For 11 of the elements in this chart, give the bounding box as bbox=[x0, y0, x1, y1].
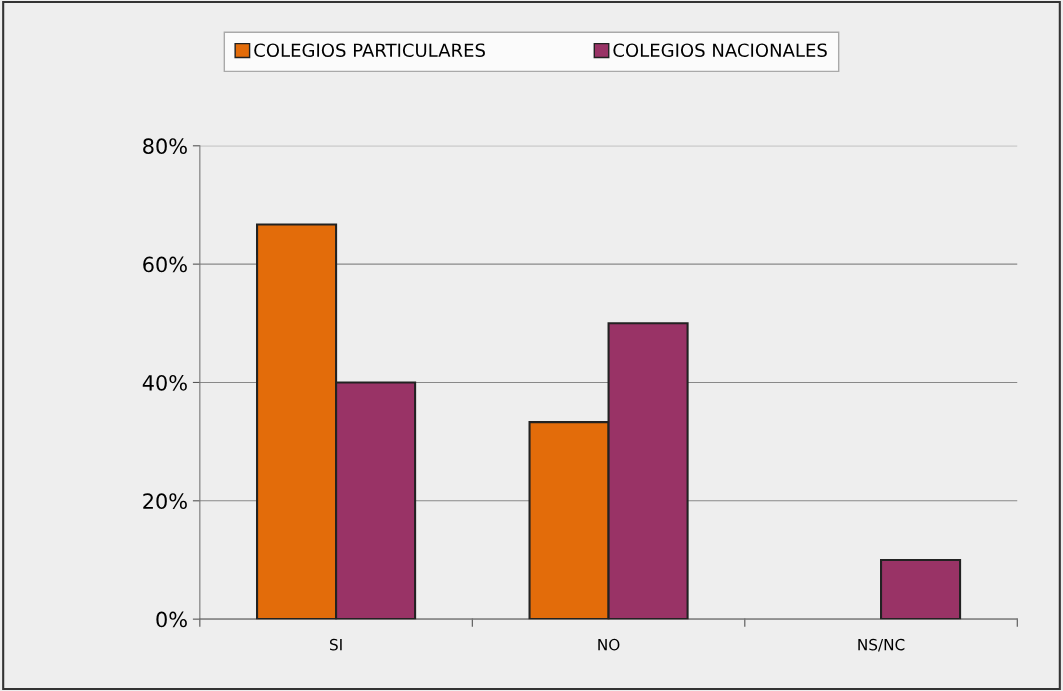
legend-label: COLEGIOS PARTICULARES bbox=[254, 43, 485, 58]
legend-label: COLEGIOS NACIONALES bbox=[613, 43, 827, 58]
y-tick-label: 80% bbox=[143, 138, 187, 155]
y-tick-label: 60% bbox=[143, 256, 187, 273]
bar bbox=[880, 558, 962, 620]
y-tick-label: 40% bbox=[142, 374, 187, 391]
y-tick-label: 0% bbox=[156, 611, 187, 628]
y-tick-label: 20% bbox=[143, 493, 187, 510]
x-tick-label: NS/NC bbox=[858, 638, 905, 652]
x-tick-label: NO bbox=[598, 638, 620, 651]
x-tick-label: SI bbox=[329, 638, 342, 651]
